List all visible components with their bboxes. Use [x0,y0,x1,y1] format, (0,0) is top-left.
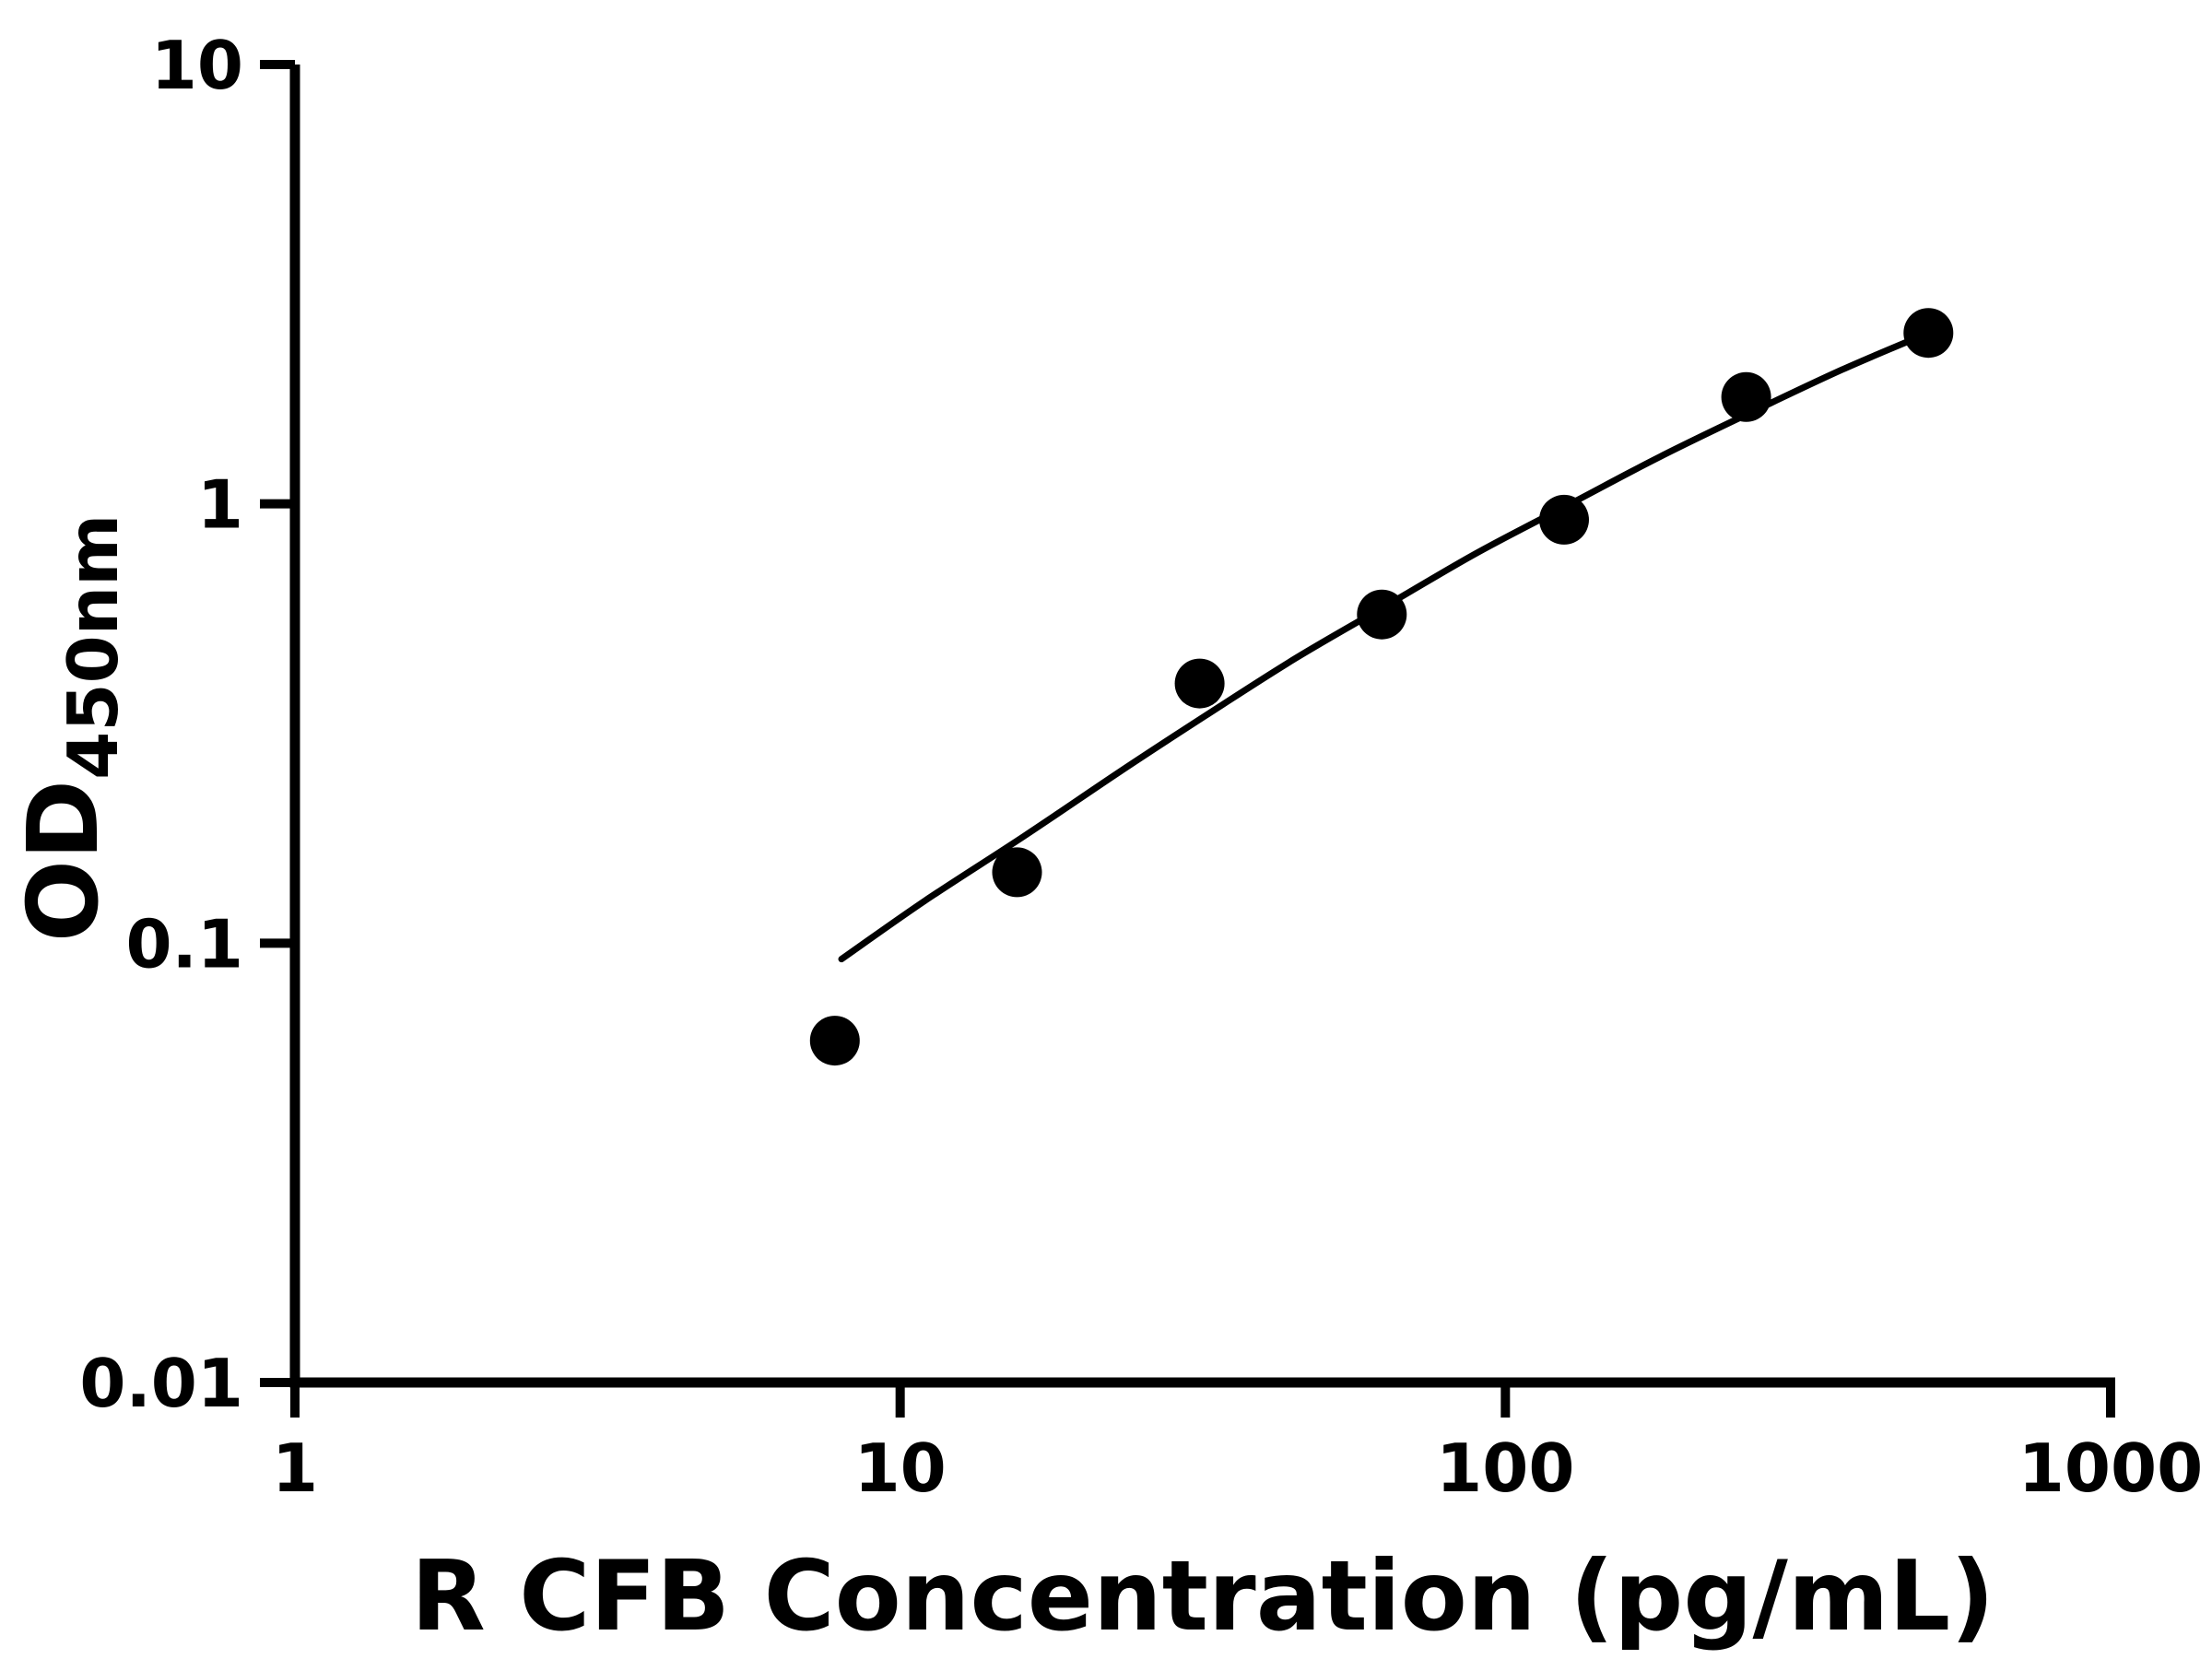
y-tick-label: 0.1 [125,905,243,982]
data-point [1721,371,1771,422]
data-point [1174,658,1225,709]
data-point [1903,308,1954,359]
x-tick-label: 1 [272,1430,318,1507]
x-tick-label: 1000 [2018,1430,2203,1507]
x-axis-title: R CFB Concentration (pg/mL) [411,1540,1994,1653]
axes [289,65,2115,1388]
axis-ticks [260,60,2115,1418]
data-point [1357,589,1407,640]
data-points-layer [809,308,1954,1066]
data-point [809,1016,860,1066]
y-axis-title: OD450nm [7,514,134,943]
tick-labels: 1 10 100 1000 0.01 0.1 1 10 [79,27,2203,1507]
y-tick-label: 10 [151,27,243,104]
data-point [992,847,1042,898]
y-axis-title-sub: 450nm [53,514,134,780]
y-axis-title-main: OD [7,780,120,942]
x-tick-label: 100 [1436,1430,1574,1507]
y-tick-label: 0.01 [79,1345,243,1422]
x-tick-label: 10 [854,1430,947,1507]
y-tick-label: 1 [197,466,243,544]
data-point [1539,494,1589,545]
